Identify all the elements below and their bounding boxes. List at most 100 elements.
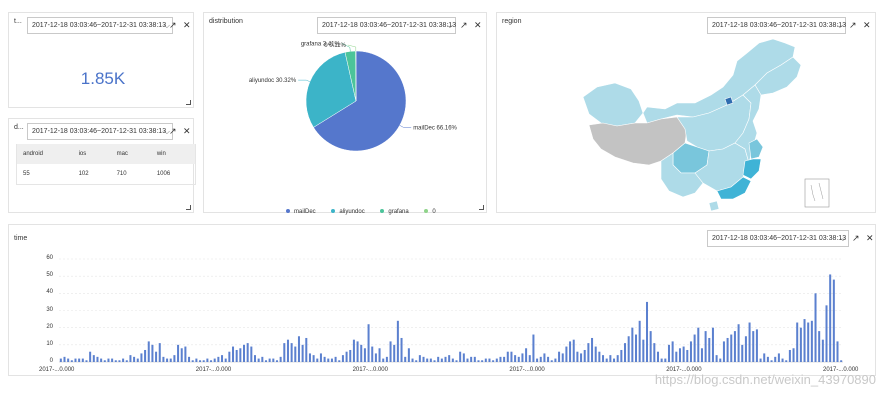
bar[interactable] [627, 336, 630, 362]
bar[interactable] [558, 351, 561, 362]
bar[interactable] [184, 346, 187, 362]
bar[interactable] [316, 358, 319, 362]
bar[interactable] [349, 349, 352, 362]
bar[interactable] [766, 356, 769, 362]
bar[interactable] [682, 346, 685, 362]
bar[interactable] [700, 348, 703, 362]
bar[interactable] [785, 360, 788, 362]
bar[interactable] [561, 353, 564, 362]
bar[interactable] [788, 349, 791, 362]
bar[interactable] [814, 293, 817, 362]
bar[interactable] [741, 344, 744, 362]
bar[interactable] [616, 355, 619, 362]
bar[interactable] [642, 339, 645, 362]
bar[interactable] [799, 327, 802, 362]
bar[interactable] [660, 358, 663, 362]
bar[interactable] [89, 351, 92, 362]
bar[interactable] [774, 356, 777, 362]
legend-item[interactable]: grafana [380, 209, 409, 215]
bar[interactable] [818, 331, 821, 362]
bar[interactable] [389, 341, 392, 362]
bar[interactable] [294, 346, 297, 362]
bar[interactable] [334, 356, 337, 362]
bar[interactable] [470, 356, 473, 362]
bar[interactable] [191, 360, 194, 362]
expand-icon[interactable]: ↗ [849, 20, 857, 30]
bar[interactable] [177, 344, 180, 362]
bar[interactable] [312, 355, 315, 362]
bar[interactable] [63, 356, 66, 362]
time-range-select[interactable]: 2017-12-18 03:03:46~2017-12-31 03:38:13 … [27, 123, 173, 140]
bar[interactable] [730, 334, 733, 362]
bar[interactable] [667, 344, 670, 362]
legend-item[interactable]: mailDec [286, 209, 316, 215]
bar[interactable] [554, 358, 557, 362]
time-range-select[interactable]: 2017-12-18 03:03:46~2017-12-31 03:38:13 … [27, 17, 173, 34]
bar[interactable] [664, 358, 667, 362]
legend-item[interactable]: aliyundoc [331, 209, 365, 215]
bar[interactable] [151, 344, 154, 362]
bar[interactable] [484, 358, 487, 362]
bar[interactable] [656, 351, 659, 362]
resize-handle[interactable] [186, 100, 191, 105]
bar[interactable] [173, 355, 176, 362]
bar[interactable] [770, 360, 773, 362]
bar[interactable] [686, 349, 689, 362]
bar[interactable] [521, 353, 524, 362]
bar[interactable] [829, 274, 832, 362]
bar[interactable] [213, 358, 216, 362]
bar[interactable] [235, 349, 238, 362]
bar[interactable] [836, 341, 839, 362]
time-range-select[interactable]: 2017-12-18 03:03:46~2017-12-31 03:38:13 … [707, 17, 846, 34]
bar[interactable] [645, 301, 649, 362]
bar[interactable] [78, 358, 81, 362]
bar[interactable] [250, 346, 253, 362]
bar[interactable] [290, 343, 293, 362]
bar[interactable] [404, 356, 407, 362]
bar[interactable] [488, 358, 491, 362]
bar[interactable] [385, 356, 388, 362]
bar[interactable] [807, 322, 810, 362]
close-icon[interactable]: ✕ [183, 126, 191, 136]
bar[interactable] [327, 358, 330, 362]
close-icon[interactable]: ✕ [866, 233, 874, 243]
bar[interactable] [609, 355, 612, 362]
bar[interactable] [279, 356, 282, 362]
bar[interactable] [305, 337, 308, 362]
bar[interactable] [85, 360, 88, 362]
bar[interactable] [210, 360, 213, 362]
bar[interactable] [341, 355, 344, 362]
bar[interactable] [495, 358, 498, 362]
bar[interactable] [338, 360, 341, 362]
bar[interactable] [737, 324, 740, 362]
bar[interactable] [166, 358, 169, 362]
bar[interactable] [711, 327, 714, 362]
bar[interactable] [308, 353, 311, 362]
bar[interactable] [572, 339, 575, 362]
bar[interactable] [451, 358, 454, 362]
bar[interactable] [356, 341, 359, 362]
bar[interactable] [473, 356, 476, 362]
bar[interactable] [506, 351, 509, 362]
bar[interactable] [268, 358, 271, 362]
bar[interactable] [444, 356, 447, 362]
bar[interactable] [407, 348, 410, 362]
bar[interactable] [583, 349, 586, 362]
bar[interactable] [169, 358, 172, 362]
bar[interactable] [418, 355, 421, 362]
bar[interactable] [726, 337, 729, 362]
bar[interactable] [100, 358, 103, 362]
bar[interactable] [261, 356, 264, 362]
bar[interactable] [792, 348, 795, 362]
bar[interactable] [624, 343, 627, 362]
bar[interactable] [433, 360, 436, 362]
bar[interactable] [477, 360, 480, 362]
bar[interactable] [825, 305, 828, 362]
bar[interactable] [59, 358, 62, 362]
pie-slice-aliyundoc[interactable] [305, 51, 357, 128]
bar[interactable] [206, 358, 209, 362]
bar[interactable] [257, 358, 260, 362]
bar[interactable] [708, 337, 711, 362]
bar[interactable] [803, 319, 806, 362]
bar[interactable] [253, 355, 257, 362]
